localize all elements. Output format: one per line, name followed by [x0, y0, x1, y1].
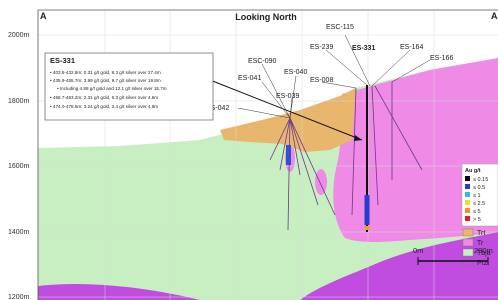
callout-line: • 435.9-455.7m: 3.99 g/t gold, 9.7 g/t s… — [50, 78, 161, 83]
assay-interval — [365, 226, 370, 230]
legend-swatch — [463, 239, 473, 246]
callout: ES-331 • 403.8-432.8m: 0.31 g/t gold, 8.… — [45, 53, 213, 120]
assay-interval — [365, 195, 370, 225]
drill-label: ES-239 — [310, 44, 333, 51]
drill-label: ES-331 — [352, 45, 375, 52]
callout-text: Including 4.88 g/t gold and 12.1 g/t sil… — [60, 86, 167, 91]
callout-text: 435.9-455.7m: 3.99 g/t gold, 9.7 g/t sil… — [53, 78, 161, 83]
section-end-left: A — [40, 11, 47, 21]
legend-swatch — [463, 259, 473, 266]
drill-label: ESC-090 — [248, 58, 277, 65]
drill-label: ES-040 — [284, 69, 307, 76]
callout-line: • Including 4.88 g/t gold and 12.1 g/t s… — [57, 86, 167, 91]
drill-label: ESC-115 — [326, 24, 354, 31]
section-end-right: A — [491, 11, 498, 21]
callout-text: 403.8-432.8m: 0.31 g/t gold, 8.3 g/t sil… — [53, 70, 161, 75]
callout-title: ES-331 — [50, 56, 75, 65]
view-title: Looking North — [235, 12, 297, 22]
drill-label: ES-039 — [276, 93, 299, 100]
unit-tr-pod — [315, 169, 327, 195]
drill-label: ES-008 — [310, 77, 333, 84]
callout-text: 458.7-463.2m: 2.31 g/t gold, 6.3 g/t sil… — [53, 95, 158, 100]
callout-text: 474.0-478.5m: 3.24 g/t gold, 3.4 g/t sil… — [53, 104, 158, 109]
legend-label: ≤ 5 — [473, 209, 481, 215]
legend-label: Trt — [477, 230, 485, 237]
legend-label: ≤ 0.15 — [473, 177, 488, 183]
legend-swatch — [465, 216, 470, 221]
elevation-label: 1200m — [8, 294, 30, 300]
section-figure: A Looking North A 2000m 1800m 1600m 1400… — [0, 0, 498, 300]
assay-interval — [286, 145, 291, 165]
legend-label: ≤ 1 — [473, 193, 481, 199]
legend-title: Au g/t — [465, 168, 481, 174]
scale-label: 0m — [413, 246, 423, 255]
legend-label: > 5 — [473, 217, 481, 223]
legend-swatch — [465, 192, 470, 197]
callout-line: • 474.0-478.5m: 3.24 g/t gold, 3.4 g/t s… — [50, 104, 158, 109]
legend-swatch — [465, 184, 470, 189]
elevation-label: 1400m — [8, 229, 30, 236]
legend-label: ≤ 2.5 — [473, 201, 485, 207]
legend-label: ≤ 0.5 — [473, 185, 485, 191]
scale-label: 200m — [474, 246, 493, 255]
legend-swatch — [463, 249, 473, 256]
drill-label: ES-164 — [400, 44, 423, 51]
legend-swatch — [465, 176, 470, 181]
callout-line: • 403.8-432.8m: 0.31 g/t gold, 8.3 g/t s… — [50, 70, 161, 75]
legend-swatch — [463, 229, 473, 236]
legend-swatch — [465, 208, 470, 213]
drill-label: ES-041 — [238, 75, 261, 82]
drill-label: ES-166 — [430, 55, 453, 62]
elevation-label: 2000m — [8, 32, 30, 39]
legend-swatch — [465, 200, 470, 205]
elevation-label: 1800m — [8, 98, 30, 105]
callout-line: • 458.7-463.2m: 2.31 g/t gold, 6.3 g/t s… — [50, 95, 158, 100]
elevation-label: 1600m — [8, 163, 30, 170]
